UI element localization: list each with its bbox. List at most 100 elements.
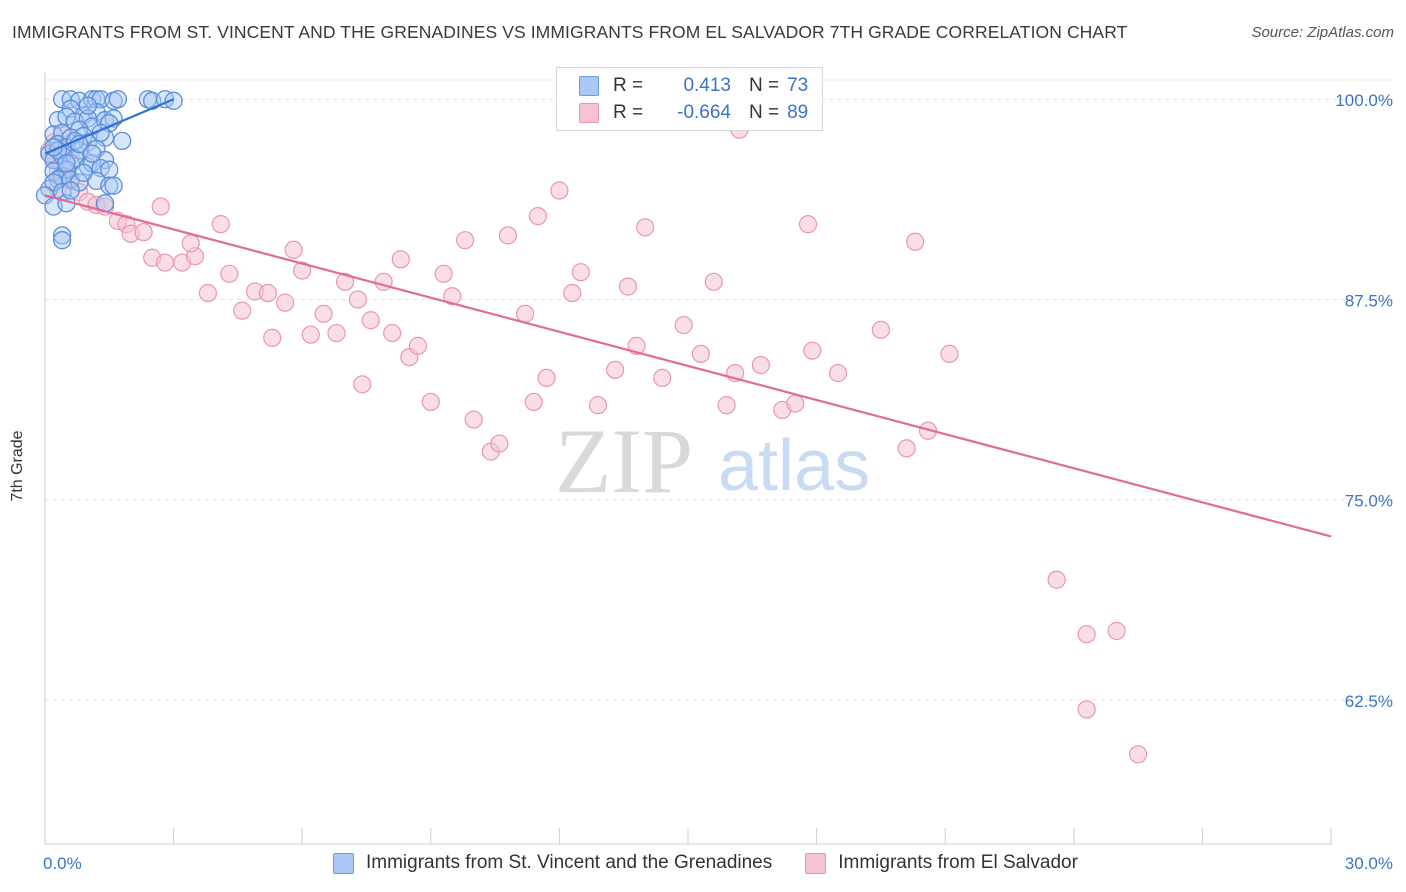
- el-salvador-point: [871, 320, 891, 339]
- el-salvador-point: [455, 231, 475, 250]
- legend-r-label: R =: [613, 102, 644, 123]
- el-salvador-points: [40, 120, 1148, 764]
- series-legend: Immigrants from St. Vincent and the Gren…: [333, 852, 1111, 874]
- st-vincent-point: [83, 144, 102, 163]
- axes: [44, 72, 1332, 845]
- st-vincent-trend-line: [44, 98, 175, 155]
- series-legend-label-blue: Immigrants from St. Vincent and the Gren…: [366, 852, 773, 873]
- el-salvador-point: [653, 368, 672, 388]
- x-tick-label: 30.0%: [1345, 854, 1393, 873]
- el-salvador-point: [618, 277, 638, 296]
- tick-labels: 100.0% 87.5% 75.0% 62.5% 0.0% 30.0%: [43, 91, 1393, 873]
- el-salvador-point: [528, 207, 548, 226]
- y-tick-label: 87.5%: [1345, 291, 1393, 310]
- watermark-zip: ZIP: [555, 410, 693, 512]
- el-salvador-point: [828, 364, 848, 383]
- el-salvador-point: [275, 293, 295, 312]
- el-salvador-point: [571, 263, 590, 282]
- el-salvador-point: [211, 215, 230, 234]
- el-salvador-point: [606, 360, 625, 380]
- el-salvador-point: [464, 410, 483, 429]
- legend-r-value-pink: -0.664: [677, 102, 731, 123]
- st-vincent-point: [57, 154, 76, 173]
- el-salvador-point: [263, 328, 282, 347]
- st-vincent-point: [113, 131, 132, 151]
- st-vincent-point: [61, 181, 80, 200]
- legend-r-value-blue: 0.413: [683, 75, 731, 96]
- el-salvador-point: [293, 261, 312, 280]
- el-salvador-point: [434, 264, 453, 283]
- chart-title: IMMIGRANTS FROM ST. VINCENT AND THE GREN…: [12, 22, 1128, 42]
- legend-row-pink: R = -0.664 N = 89: [579, 101, 808, 125]
- el-salvador-point: [516, 304, 535, 323]
- y-tick-label: 62.5%: [1345, 692, 1393, 711]
- el-salvador-point: [220, 264, 239, 283]
- el-salvador-point: [391, 250, 410, 269]
- legend-swatch-blue: [579, 76, 599, 96]
- legend-n-value-pink: 89: [787, 102, 809, 123]
- series-swatch-blue: [333, 852, 354, 874]
- y-tick-label: 100.0%: [1335, 91, 1393, 110]
- st-vincent-point: [74, 163, 93, 183]
- st-vincent-point: [104, 176, 123, 195]
- el-salvador-point: [151, 197, 170, 216]
- el-salvador-point: [155, 253, 175, 272]
- legend-swatch-pink: [579, 103, 599, 123]
- el-salvador-point: [751, 355, 770, 375]
- correlation-legend: R = 0.413 N = 73 R = -0.664 N = 89: [556, 67, 823, 131]
- legend-n-value-blue: 73: [787, 75, 809, 96]
- series-legend-item-pink: Immigrants from El Salvador: [805, 852, 1078, 874]
- el-salvador-point: [1077, 625, 1096, 644]
- el-salvador-point: [537, 368, 556, 388]
- source-label: Source: ZipAtlas.com: [1251, 24, 1394, 41]
- el-salvador-point: [563, 283, 582, 303]
- st-vincent-points: [35, 90, 183, 250]
- el-salvador-point: [717, 396, 736, 415]
- el-salvador-point: [361, 311, 380, 330]
- y-axis-title: 7th Grade: [9, 430, 26, 502]
- el-salvador-point: [258, 283, 278, 303]
- el-salvador-point: [674, 315, 693, 335]
- st-vincent-point: [52, 231, 72, 250]
- el-salvador-point: [550, 181, 569, 200]
- el-salvador-point: [897, 439, 916, 458]
- series-swatch-pink: [805, 852, 827, 874]
- el-salvador-point: [786, 394, 805, 413]
- el-salvador-point: [348, 290, 368, 309]
- el-salvador-point: [314, 304, 333, 323]
- st-vincent-point: [78, 96, 98, 115]
- st-vincent-point: [164, 91, 183, 110]
- el-salvador-point: [353, 375, 372, 394]
- legend-n-label: N =: [749, 75, 780, 96]
- el-salvador-point: [1077, 700, 1096, 719]
- el-salvador-point: [301, 325, 320, 344]
- legend-row-blue: R = 0.413 N = 73: [579, 74, 808, 98]
- el-salvador-point: [1128, 745, 1148, 764]
- el-salvador-point: [704, 272, 723, 291]
- el-salvador-point: [335, 272, 355, 291]
- el-salvador-point: [327, 323, 346, 343]
- x-tick-label: 0.0%: [43, 854, 82, 873]
- watermark-atlas: atlas: [718, 426, 870, 506]
- y-tick-label: 75.0%: [1345, 492, 1393, 511]
- st-vincent-point: [108, 90, 128, 109]
- st-vincent-point: [52, 226, 72, 245]
- legend-r-label: R =: [613, 75, 644, 96]
- el-salvador-point: [691, 344, 710, 363]
- el-salvador-point: [383, 323, 402, 343]
- grid-lines: [45, 79, 1393, 701]
- el-salvador-point: [134, 223, 153, 242]
- el-salvador-point: [798, 215, 818, 234]
- el-salvador-point: [588, 396, 608, 415]
- el-salvador-trend-line: [44, 194, 1332, 538]
- el-salvador-point: [198, 283, 217, 303]
- el-salvador-point: [284, 240, 303, 259]
- st-vincent-point: [100, 176, 119, 195]
- el-salvador-point: [233, 301, 252, 320]
- el-salvador-point: [1107, 621, 1126, 641]
- el-salvador-point: [1047, 570, 1066, 589]
- el-salvador-point: [803, 341, 822, 360]
- el-salvador-point: [906, 232, 925, 251]
- trend-lines: [44, 98, 1332, 538]
